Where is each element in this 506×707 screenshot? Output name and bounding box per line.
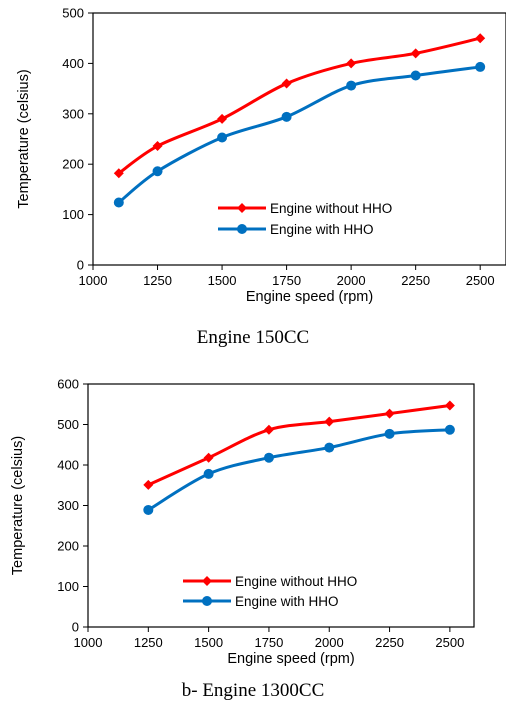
legend-label: Engine with HHO xyxy=(235,594,339,609)
x-tick-label: 2250 xyxy=(401,273,430,288)
chart-panel-1300cc: 0 100 200 300 400 500 600 1000 1250 1500 1750 2000 2… xyxy=(0,360,506,707)
data-point-circle xyxy=(281,111,292,122)
chart-caption: Engine 150CC xyxy=(196,327,310,348)
y-tick-label: 300 xyxy=(57,498,79,513)
data-point-diamond xyxy=(143,479,154,490)
data-point-circle xyxy=(217,132,228,143)
x-tick-label: 2000 xyxy=(315,635,344,650)
y-axis-title: Temperature (celsius) xyxy=(10,436,26,575)
x-tick-label: 2500 xyxy=(466,273,495,288)
data-point-diamond xyxy=(346,58,357,69)
x-tick-label: 2000 xyxy=(337,273,366,288)
data-point-diamond xyxy=(203,452,214,463)
x-tick-label: 1750 xyxy=(272,273,301,288)
data-point-circle xyxy=(444,424,455,435)
plot-frame xyxy=(87,383,475,628)
series-line xyxy=(147,403,451,487)
x-tick-label: 2250 xyxy=(375,635,404,650)
plot-frame xyxy=(92,12,506,266)
legend-label: Engine with HHO xyxy=(270,222,374,237)
x-tick-label: 1500 xyxy=(194,635,223,650)
chart-caption: b- Engine 1300CC xyxy=(181,680,325,701)
y-tick-label: 100 xyxy=(57,579,79,594)
x-axis-title: Engine speed (rpm) xyxy=(227,651,354,667)
y-axis-title: Temperature (celsius) xyxy=(16,69,32,208)
data-point-diamond xyxy=(263,424,274,435)
x-tick-label: 1000 xyxy=(74,635,103,650)
x-tick-label: 1250 xyxy=(143,273,172,288)
data-point-diamond xyxy=(384,408,395,419)
data-point-diamond xyxy=(324,416,335,427)
y-tick-label: 400 xyxy=(62,56,84,71)
data-point-circle xyxy=(410,70,421,81)
data-point-circle xyxy=(152,166,163,177)
legend-swatch-marker xyxy=(202,576,212,586)
data-point-diamond xyxy=(444,400,455,411)
y-tick-label: 600 xyxy=(57,377,79,392)
chart-panel-150cc: 0 100 200 300 400 500 1000 1250 1500 1750 2000 2250… xyxy=(16,6,506,348)
data-point-circle xyxy=(203,468,214,479)
legend-swatch-marker xyxy=(237,224,247,234)
data-point-diamond xyxy=(152,141,163,152)
x-tick-label: 2500 xyxy=(435,635,464,650)
legend-swatch-marker xyxy=(237,203,247,213)
y-tick-label: 400 xyxy=(57,458,79,473)
data-point-circle xyxy=(475,61,486,72)
y-tick-label: 500 xyxy=(62,6,84,21)
data-point-circle xyxy=(324,442,335,453)
data-point-circle xyxy=(346,80,357,91)
legend-swatch-marker xyxy=(202,596,212,606)
data-point-diamond xyxy=(281,78,292,89)
data-point-circle xyxy=(143,504,154,515)
x-tick-label: 1000 xyxy=(79,273,108,288)
y-tick-label: 500 xyxy=(57,417,79,432)
chart-1300cc: 0 100 200 300 400 500 600 1000 1250 1500 1750 2000 2… xyxy=(10,377,475,667)
x-tick-label: 1250 xyxy=(134,635,163,650)
data-point-circle xyxy=(384,428,395,439)
legend-label: Engine without HHO xyxy=(270,201,392,216)
y-tick-label: 300 xyxy=(62,106,84,121)
data-point-circle xyxy=(113,197,124,208)
y-tick-label: 200 xyxy=(57,539,79,554)
data-point-diamond xyxy=(410,48,421,59)
data-point-diamond xyxy=(475,33,486,44)
legend-label: Engine without HHO xyxy=(235,574,357,589)
y-tick-label: 200 xyxy=(62,157,84,172)
chart-150cc: 0 100 200 300 400 500 1000 1250 1500 1750 2000 2250… xyxy=(16,6,506,305)
y-tick-label: 0 xyxy=(72,620,79,635)
data-point-diamond xyxy=(113,168,124,179)
x-tick-label: 1500 xyxy=(208,273,237,288)
x-axis-title: Engine speed (rpm) xyxy=(246,289,373,305)
data-point-circle xyxy=(263,452,274,463)
series-line xyxy=(147,428,450,512)
x-tick-label: 1750 xyxy=(254,635,283,650)
series-line xyxy=(117,65,481,204)
y-tick-label: 100 xyxy=(62,207,84,222)
series-line xyxy=(117,36,481,175)
data-point-diamond xyxy=(217,113,228,124)
y-tick-label: 0 xyxy=(77,258,84,273)
